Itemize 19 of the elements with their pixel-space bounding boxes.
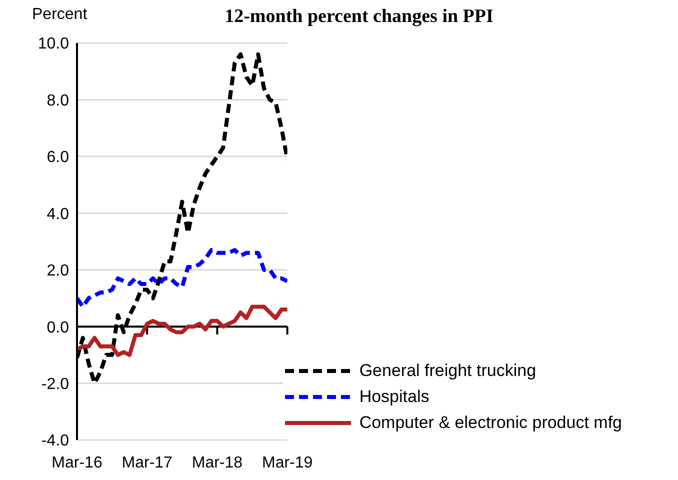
y-tick-label: -4.0 (41, 432, 70, 450)
line-series (77, 304, 288, 357)
y-tick-label: 10.0 (38, 36, 70, 53)
legend-label: General freight trucking (359, 361, 536, 381)
x-tick-label: Mar-18 (192, 454, 243, 472)
y-axis-title: Percent (32, 6, 88, 24)
legend-label: Hospitals (359, 387, 430, 407)
y-tick-label: -2.0 (41, 376, 70, 393)
x-tick-label: Mar-19 (262, 454, 313, 472)
y-tick-label: 0.0 (46, 319, 70, 336)
line-series (77, 248, 288, 309)
legend-label: Computer & electronic product mfg (359, 413, 622, 433)
y-tick-label: 2.0 (46, 262, 70, 280)
y-tick-label: 6.0 (46, 149, 70, 166)
y-tick-label: 8.0 (46, 92, 70, 110)
y-tick-label: 4.0 (46, 206, 70, 223)
text: 12-month percent changes in PPI (224, 6, 494, 27)
x-tick-label: Mar-17 (122, 454, 173, 472)
x-tick-label: Mar-16 (52, 454, 102, 472)
